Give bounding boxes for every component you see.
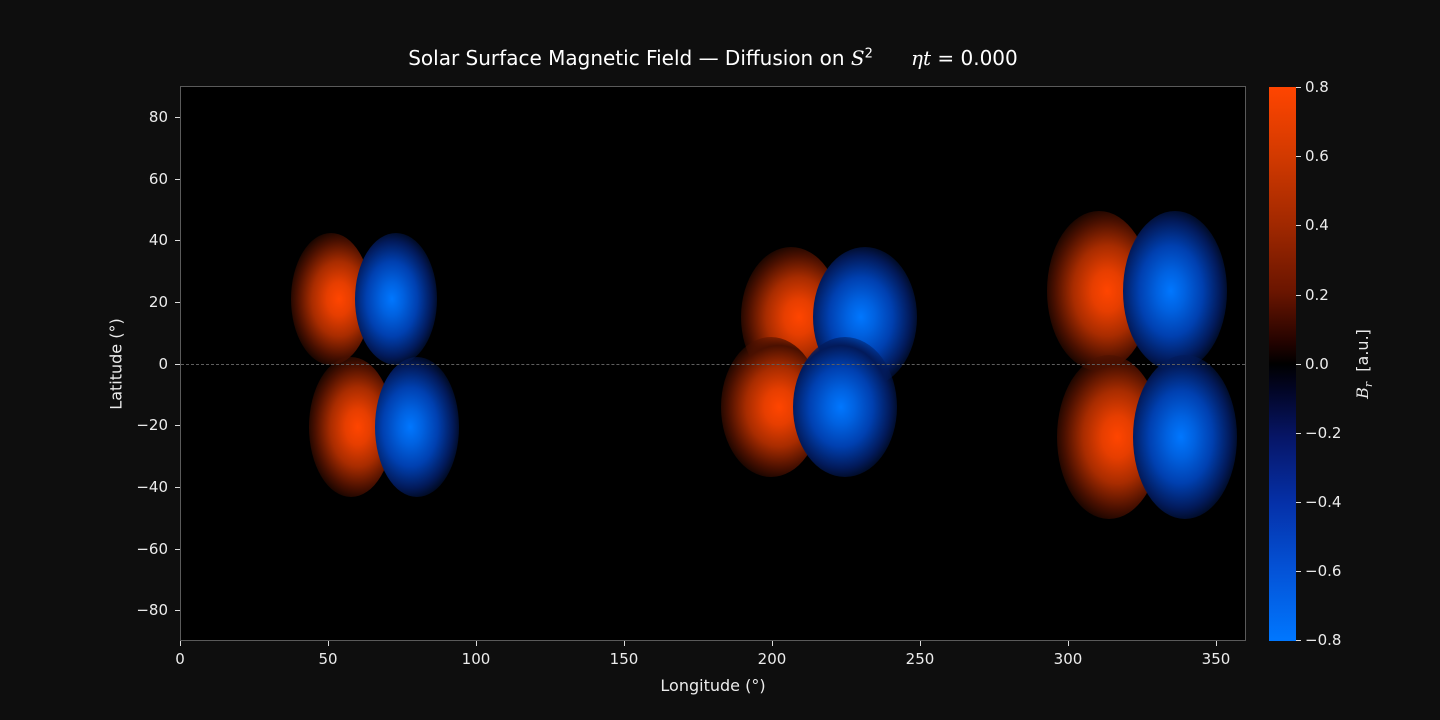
y-tick-label: 0 — [158, 355, 168, 373]
colorbar-tick-label: 0.4 — [1305, 216, 1329, 234]
colorbar-tick-label: 0.0 — [1305, 355, 1329, 373]
colorbar-tick-label: −0.8 — [1305, 631, 1342, 649]
colorbar-tick — [1296, 571, 1301, 572]
colorbar-tick — [1296, 433, 1301, 434]
x-tick-label: 100 — [461, 650, 491, 668]
x-tick-label: 200 — [757, 650, 787, 668]
x-tick — [772, 641, 773, 646]
y-tick — [175, 549, 180, 550]
colorbar-tick — [1296, 502, 1301, 503]
title-time-variable: ηt — [911, 46, 932, 70]
title-time-value: = 0.000 — [931, 46, 1018, 70]
chart-title: Solar Surface Magnetic Field — Diffusion… — [0, 46, 1426, 70]
y-tick — [175, 364, 180, 365]
negative-polarity-spot — [375, 357, 459, 497]
heatmap-plot-area — [180, 86, 1246, 641]
colorbar-tick-label: 0.2 — [1305, 286, 1329, 304]
colorbar-tick-label: −0.2 — [1305, 424, 1342, 442]
y-tick — [175, 425, 180, 426]
x-tick — [1068, 641, 1069, 646]
colorbar-tick-label: 0.8 — [1305, 78, 1329, 96]
x-tick-label: 50 — [318, 650, 338, 668]
negative-polarity-spot — [793, 337, 897, 477]
x-tick — [180, 641, 181, 646]
x-tick — [624, 641, 625, 646]
colorbar-tick-label: −0.6 — [1305, 562, 1342, 580]
x-axis-title: Longitude (°) — [660, 676, 766, 695]
y-tick-label: 20 — [148, 293, 168, 311]
y-tick — [175, 610, 180, 611]
x-tick-label: 300 — [1053, 650, 1083, 668]
title-text: Solar Surface Magnetic Field — Diffusion… — [408, 46, 851, 70]
colorbar-tick — [1296, 87, 1301, 88]
equator-dashed-line — [181, 364, 1245, 365]
title-sphere: S — [850, 46, 865, 70]
colorbar-tick — [1296, 640, 1301, 641]
x-tick — [328, 641, 329, 646]
negative-polarity-spot — [1123, 211, 1227, 371]
colorbar-tick-label: −0.4 — [1305, 493, 1342, 511]
colorbar-tick — [1296, 364, 1301, 365]
negative-polarity-spot — [1133, 355, 1237, 519]
y-tick — [175, 302, 180, 303]
x-tick-label: 150 — [609, 650, 639, 668]
colorbar-title: Br [a.u.] — [1353, 329, 1375, 399]
y-tick-label: 80 — [148, 108, 168, 126]
x-tick-label: 350 — [1201, 650, 1231, 668]
colorbar-variable: B — [1352, 387, 1372, 399]
x-tick — [476, 641, 477, 646]
y-tick — [175, 487, 180, 488]
colorbar-unit: [a.u.] — [1352, 329, 1372, 382]
colorbar-tick — [1296, 156, 1301, 157]
colorbar — [1269, 87, 1296, 641]
colorbar-tick — [1296, 225, 1301, 226]
x-tick — [1216, 641, 1217, 646]
y-tick-label: −20 — [136, 416, 168, 434]
y-tick-label: −80 — [136, 601, 168, 619]
x-tick-label: 0 — [175, 650, 185, 668]
y-tick — [175, 240, 180, 241]
y-tick-label: 60 — [148, 170, 168, 188]
title-sphere-sup: 2 — [864, 46, 873, 62]
x-tick-label: 250 — [905, 650, 935, 668]
y-tick-label: 40 — [148, 231, 168, 249]
colorbar-tick — [1296, 295, 1301, 296]
y-tick — [175, 179, 180, 180]
y-axis-title: Latitude (°) — [106, 318, 126, 410]
x-tick — [920, 641, 921, 646]
y-tick — [175, 117, 180, 118]
y-tick-label: −40 — [136, 478, 168, 496]
colorbar-tick-label: 0.6 — [1305, 147, 1329, 165]
negative-polarity-spot — [355, 233, 437, 365]
y-tick-label: −60 — [136, 540, 168, 558]
colorbar-subscript: r — [1362, 381, 1376, 388]
